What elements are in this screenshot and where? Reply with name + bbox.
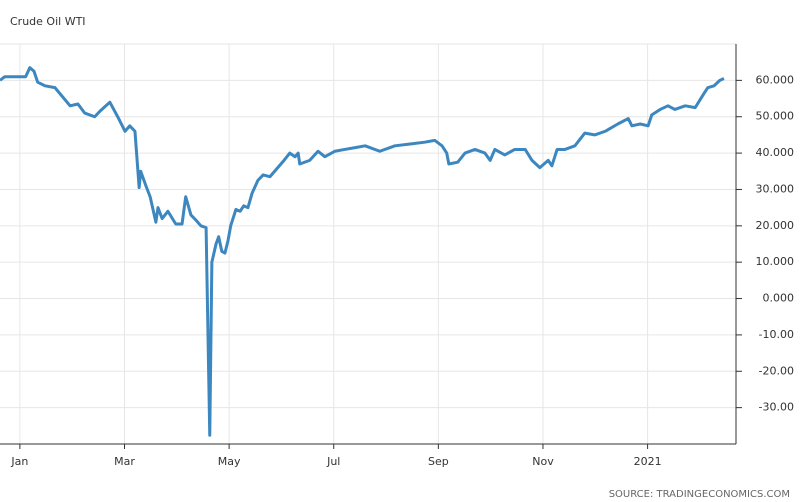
y-tick-label: 40.000 (756, 146, 795, 159)
x-tick-label: Jul (326, 455, 340, 468)
y-tick-label: -30.00 (759, 401, 794, 414)
y-tick-label: 50.000 (756, 110, 795, 123)
x-tick-label: Nov (532, 455, 554, 468)
y-tick-label: 30.000 (756, 182, 795, 195)
data-line (0, 66, 725, 437)
chart-title: Crude Oil WTI (10, 15, 86, 28)
x-tick-label: Mar (114, 455, 135, 468)
y-tick-label: 10.000 (756, 255, 795, 268)
x-tick-label: May (218, 455, 241, 468)
x-tick-label: 2021 (634, 455, 662, 468)
y-tick-label: -20.00 (759, 364, 794, 377)
y-tick-label: 0.000 (763, 292, 795, 305)
x-tick-label: Jan (10, 455, 28, 468)
x-tick-label: Sep (428, 455, 449, 468)
y-tick-label: 60.000 (756, 73, 795, 86)
source: SOURCE: TRADINGECONOMICS.COM (609, 489, 790, 500)
y-tick-label: -10.00 (759, 328, 794, 341)
y-tick-label: 20.000 (756, 219, 795, 232)
